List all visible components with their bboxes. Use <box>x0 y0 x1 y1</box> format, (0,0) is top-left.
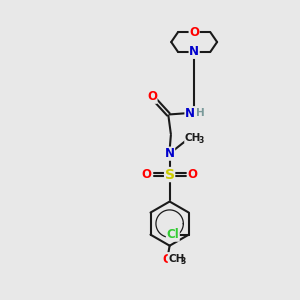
Text: H: H <box>196 108 205 118</box>
Text: 3: 3 <box>198 136 203 145</box>
Text: O: O <box>162 253 172 266</box>
Text: N: N <box>189 45 199 58</box>
Text: S: S <box>165 167 175 182</box>
Text: Cl: Cl <box>167 228 179 241</box>
Text: 3: 3 <box>180 257 185 266</box>
Text: CH: CH <box>168 254 185 264</box>
Text: O: O <box>142 168 152 181</box>
Text: O: O <box>147 90 157 103</box>
Text: N: N <box>165 147 175 160</box>
Text: CH: CH <box>185 133 201 143</box>
Text: N: N <box>185 107 195 120</box>
Text: O: O <box>188 168 197 181</box>
Text: O: O <box>189 26 199 39</box>
